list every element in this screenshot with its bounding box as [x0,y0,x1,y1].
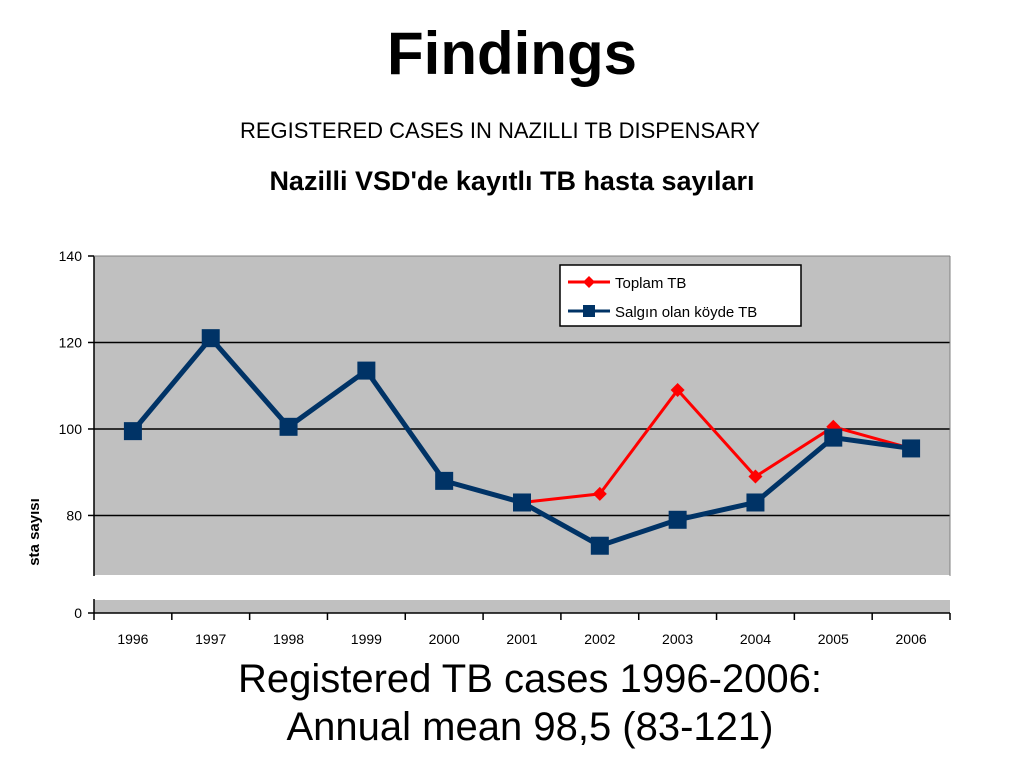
data-point-salgin-koy-tb-1996 [123,422,142,441]
y-axis-label: sta sayısı [26,498,43,566]
legend-label-salgin: Salgın olan köyde TB [615,304,757,321]
x-tick-label-2002: 2002 [584,631,615,647]
legend-marker-toplam [583,276,595,288]
y-tick-label-80: 80 [66,507,82,523]
x-tick-label-1999: 1999 [351,631,382,647]
data-point-salgin-koy-tb-2004 [746,493,765,512]
data-point-salgin-koy-tb-2002 [590,536,609,555]
legend-marker-salgin [583,305,595,317]
data-point-salgin-koy-tb-2001 [513,493,531,512]
caption-line-2: Annual mean 98,5 (83-121) [286,705,774,749]
x-tick-label-2001: 2001 [506,631,537,647]
y-tick-label-120: 120 [59,334,83,350]
legend-box [559,264,802,327]
y-tick-label-100: 100 [59,421,83,437]
y-tick-label-0: 0 [74,605,82,621]
plot-area-lower [94,600,950,613]
legend-label-toplam: Toplam TB [615,275,686,292]
x-tick-label-1996: 1996 [117,631,148,647]
data-point-salgin-koy-tb-2003 [668,510,687,529]
slide-subtitle: REGISTERED CASES IN NAZILLI TB DISPENSAR… [240,118,760,143]
legend: Toplam TB Salgın olan köyde TB [559,264,802,327]
axis-break-gap [90,576,954,599]
chart-title: Nazilli VSD'de kayıtlı TB hasta sayıları [269,166,754,196]
tb-cases-line-chart: Nazilli VSD'de kayıtlı TB hasta sayıları… [26,166,954,647]
data-point-toplam-tb-2004 [748,469,763,484]
x-tick-label-1998: 1998 [273,631,304,647]
data-point-salgin-koy-tb-2006 [902,439,921,458]
x-tick-label-2003: 2003 [662,631,693,647]
data-point-salgin-koy-tb-1998 [279,417,298,436]
x-tick-label-2006: 2006 [896,631,927,647]
data-point-toplam-tb-2002 [592,486,607,501]
data-point-salgin-koy-tb-2000 [435,471,454,490]
data-point-toplam-tb-2003 [670,383,685,398]
data-point-salgin-koy-tb-1997 [201,329,220,348]
x-tick-label-1997: 1997 [195,631,226,647]
plot-area-upper [94,256,950,575]
data-point-salgin-koy-tb-1999 [357,361,376,380]
x-tick-label-2004: 2004 [740,631,771,647]
slide-title: Findings [387,20,637,87]
x-tick-label-2000: 2000 [429,631,460,647]
bottom-caption: Registered TB cases 1996-2006: Annual me… [0,655,1024,751]
data-point-salgin-koy-tb-2005 [824,428,843,447]
y-tick-label-140: 140 [59,248,83,264]
series-line-toplam-tb [521,388,912,504]
x-tick-label-2005: 2005 [818,631,849,647]
caption-line-1: Registered TB cases 1996-2006: [237,657,823,701]
